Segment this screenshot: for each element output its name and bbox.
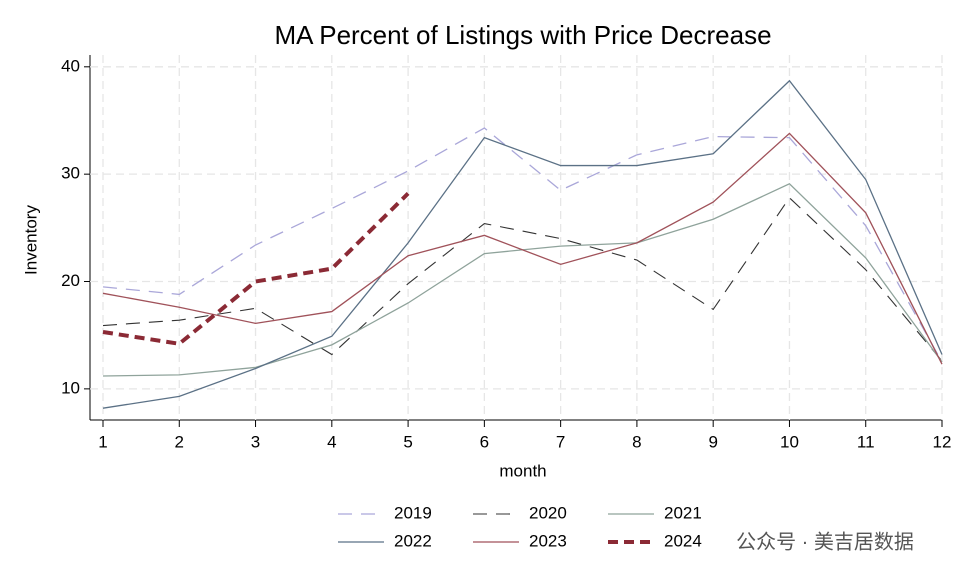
x-tick-label: 11 <box>857 432 875 451</box>
x-axis-label: month <box>499 461 546 480</box>
x-tick-label: 12 <box>933 432 952 451</box>
legend-label: 2022 <box>394 531 432 550</box>
series-line <box>102 79 943 409</box>
series-line <box>102 192 410 346</box>
y-tick-label: 20 <box>61 271 80 290</box>
x-tick-label: 9 <box>708 432 717 451</box>
y-axis-label: Inventory <box>21 205 40 275</box>
series-line <box>102 196 943 362</box>
x-tick-label: 5 <box>403 432 412 451</box>
x-tick-label: 10 <box>780 432 799 451</box>
chart-title: MA Percent of Listings with Price Decrea… <box>274 20 771 50</box>
x-tick-label: 3 <box>251 432 260 451</box>
legend-label: 2023 <box>529 531 567 550</box>
x-tick-label: 6 <box>480 432 489 451</box>
series-line <box>102 127 943 363</box>
legend-label: 2019 <box>394 503 432 522</box>
y-tick-label: 30 <box>61 164 80 183</box>
y-tick-label: 10 <box>61 378 80 397</box>
x-tick-label: 2 <box>175 432 184 451</box>
series-line <box>102 183 943 377</box>
legend-label: 2024 <box>664 531 702 550</box>
watermark: 公众号 · 美吉居数据 <box>736 530 914 553</box>
legend-label: 2020 <box>529 503 567 522</box>
x-tick-label: 1 <box>98 432 107 451</box>
legend-label: 2021 <box>664 503 702 522</box>
x-tick-label: 4 <box>327 432 336 451</box>
x-tick-label: 7 <box>556 432 565 451</box>
x-tick-label: 8 <box>632 432 641 451</box>
series-line <box>102 132 943 365</box>
y-tick-label: 40 <box>61 56 80 75</box>
